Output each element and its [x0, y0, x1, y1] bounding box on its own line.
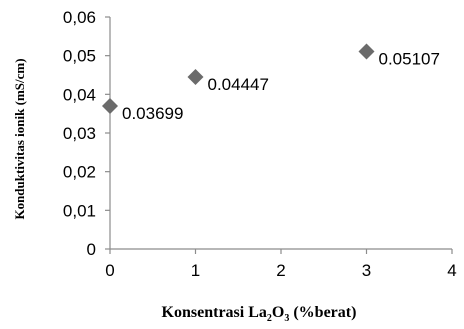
x-axis-title-rest: (%berat): [289, 304, 356, 321]
x-axis-title-sub1: 2: [267, 313, 272, 324]
data-labels: 0.03699 0.04447 0.05107: [122, 50, 440, 123]
x-tick-label: 2: [276, 261, 285, 280]
y-tick-label: 0,05: [63, 47, 96, 66]
y-tick-label: 0: [87, 240, 96, 259]
x-axis-title-sub2: 3: [284, 313, 289, 324]
x-axis-title: Konsentrasi La2O3 (%berat): [162, 304, 357, 324]
x-axis-title-mid: O: [272, 304, 284, 321]
data-point-marker: [358, 43, 375, 60]
y-axis-title: Konduktivitas ionik (mS/cm): [12, 58, 27, 219]
x-tick-label: 0: [105, 261, 114, 280]
x-tick-label: 3: [362, 261, 371, 280]
y-tick-label: 0,02: [63, 163, 96, 182]
x-tick-labels: 0 1 2 3 4: [105, 249, 457, 280]
data-point-marker: [187, 69, 204, 86]
x-axis-title-main: Konsentrasi La: [162, 304, 267, 321]
data-label: 0.05107: [379, 50, 440, 69]
y-tick-label: 0,03: [63, 124, 96, 143]
y-tick-label: 0,04: [63, 85, 96, 104]
data-label: 0.03699: [122, 104, 183, 123]
y-tick-label: 0,06: [63, 8, 96, 27]
data-point-marker: [102, 97, 118, 114]
x-tick-label: 1: [191, 261, 200, 280]
x-tick-label: 4: [447, 261, 456, 280]
y-tick-label: 0,01: [63, 201, 96, 220]
data-label: 0.04447: [208, 75, 269, 94]
data-points: [102, 43, 375, 114]
y-tick-labels: 0 0,01 0,02 0,03 0,04 0,05 0,06: [63, 8, 110, 259]
